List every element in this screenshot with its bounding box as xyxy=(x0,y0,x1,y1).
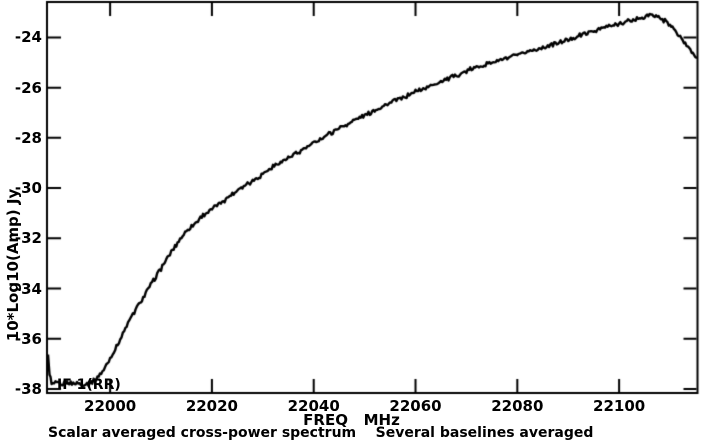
plot-caption: Scalar averaged cross-power spectrum Sev… xyxy=(48,425,594,441)
x-axis-label: FREQ MHz xyxy=(303,411,400,429)
y-tick-label: -32 xyxy=(14,229,42,248)
if-polarization-annotation: IF 1(RR) xyxy=(57,377,121,393)
y-tick-label: -34 xyxy=(14,279,42,298)
y-tick-label: -26 xyxy=(14,78,42,97)
x-tick-label: 22100 xyxy=(593,397,646,415)
y-tick-label: -30 xyxy=(14,179,42,198)
y-tick-label: -36 xyxy=(14,329,42,348)
x-tick-label: 22060 xyxy=(389,397,442,415)
y-axis-label: 10*Log10(Amp) Jy xyxy=(4,188,22,342)
y-tick-label: -24 xyxy=(14,28,42,47)
x-tick-label: 22000 xyxy=(84,397,137,415)
y-tick-label: -38 xyxy=(14,379,42,398)
y-tick-label: -28 xyxy=(14,128,42,147)
x-tick-label: 22080 xyxy=(491,397,544,415)
x-tick-label: 22020 xyxy=(185,397,238,415)
x-tick-label: 22040 xyxy=(287,397,340,415)
